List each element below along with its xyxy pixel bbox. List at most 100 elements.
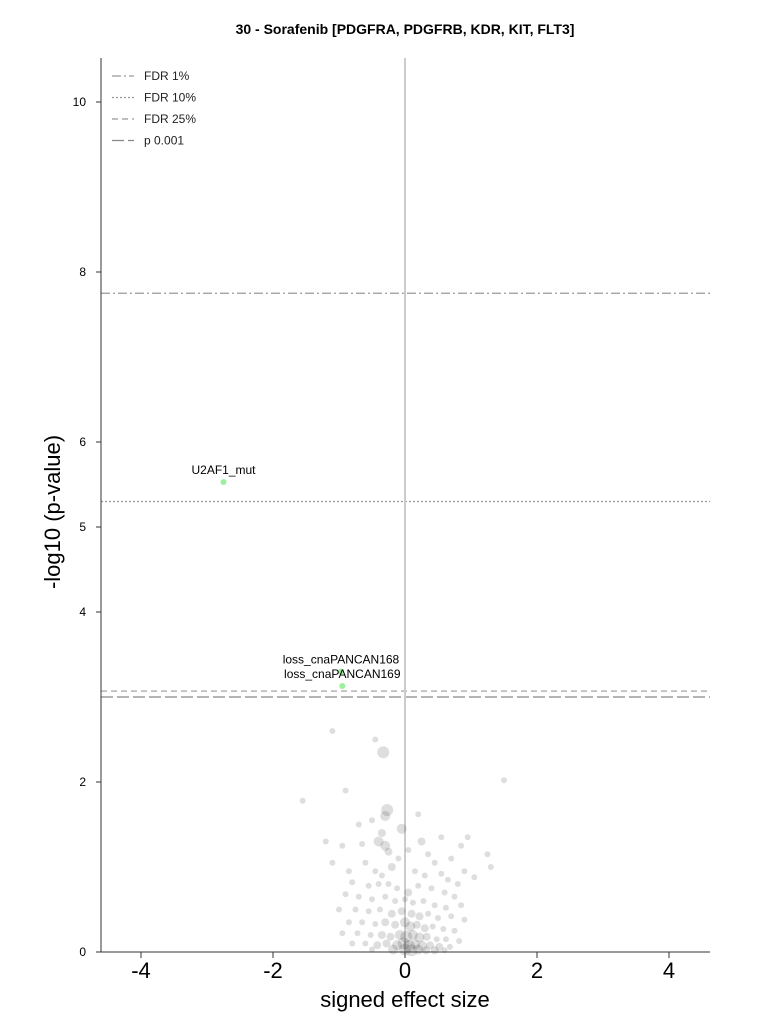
data-point (402, 896, 408, 903)
data-point (412, 920, 421, 929)
data-point (487, 864, 494, 870)
legend-label: FDR 10% (144, 91, 196, 105)
data-point (461, 916, 468, 923)
data-point (387, 909, 396, 918)
x-tick-label: 2 (531, 958, 543, 983)
data-point (373, 836, 384, 847)
data-point (458, 902, 465, 909)
data-point (422, 946, 431, 955)
data-point (407, 909, 416, 918)
data-point (385, 881, 392, 887)
data-point (369, 817, 375, 824)
data-point (417, 941, 428, 952)
x-tick-label: 0 (399, 958, 411, 983)
data-point (342, 787, 349, 794)
legend-label: FDR 1% (144, 69, 190, 83)
data-point (369, 896, 375, 903)
data-point (365, 882, 372, 889)
data-point (438, 834, 445, 841)
data-point (440, 926, 447, 933)
data-point (400, 917, 410, 928)
data-point (380, 811, 391, 821)
data-point (421, 872, 428, 879)
data-point (373, 941, 382, 950)
data-point (355, 893, 362, 900)
data-point (417, 837, 426, 846)
legend-label: p 0.001 (144, 134, 184, 148)
data-point (329, 859, 336, 866)
y-tick-label: 10 (73, 95, 87, 109)
data-point (426, 941, 435, 950)
highlighted-point (339, 682, 346, 689)
data-point (431, 859, 438, 866)
y-axis-label: -log10 (p-value) (40, 435, 65, 589)
y-tick-label: 6 (79, 435, 86, 449)
data-point (397, 907, 406, 916)
data-point (451, 927, 458, 934)
data-point (425, 851, 432, 858)
data-point (394, 930, 405, 940)
y-tick-label: 5 (79, 520, 86, 534)
y-tick-label: 8 (79, 265, 86, 279)
data-point (382, 939, 391, 948)
y-tick-label: 0 (79, 945, 86, 959)
data-point (355, 821, 362, 828)
data-point (415, 912, 424, 921)
data-point (415, 811, 422, 818)
y-tick-label: 2 (79, 775, 86, 789)
data-point (372, 736, 379, 743)
data-point (413, 944, 424, 955)
data-point (448, 913, 455, 920)
data-point (458, 842, 465, 849)
data-point (349, 879, 356, 886)
data-point (336, 906, 342, 913)
legend-label: FDR 25% (144, 112, 196, 126)
y-tick-label: 4 (79, 605, 86, 619)
data-point (402, 940, 415, 953)
data-point (456, 937, 463, 944)
highlighted-points-layer: U2AF1_mut loss_cnaPANCAN168loss_cnaPANCAN… (191, 463, 401, 689)
data-point (359, 919, 366, 926)
data-point (391, 920, 400, 929)
data-point (377, 746, 390, 759)
data-point (438, 870, 445, 877)
data-point (349, 940, 356, 947)
data-point (384, 847, 393, 856)
data-point (342, 891, 349, 898)
legend: FDR 1% FDR 10% FDR 25% p 0.001 (112, 69, 196, 148)
data-point (345, 919, 352, 926)
chart-title: 30 - Sorafenib [PDGFRA, PDGFRB, KDR, KIT… (236, 21, 575, 37)
data-point (454, 881, 461, 887)
data-point (375, 881, 382, 887)
data-point (377, 931, 386, 939)
points-layer (299, 728, 507, 957)
data-point (339, 842, 346, 849)
data-point (386, 932, 395, 941)
data-point (352, 906, 359, 913)
data-point (381, 918, 390, 927)
x-tick-label: -4 (131, 958, 151, 983)
point-annotation: loss_cnaPANCAN169 (284, 667, 401, 681)
data-point (446, 943, 453, 950)
data-point (388, 944, 399, 955)
data-point (377, 829, 386, 837)
data-point (372, 920, 379, 927)
data-point (444, 876, 451, 883)
x-tick-label: 4 (663, 958, 675, 983)
data-point (484, 851, 491, 858)
data-point (429, 923, 436, 930)
highlighted-point (337, 668, 344, 675)
data-point (329, 728, 336, 734)
data-point (404, 888, 413, 897)
data-point (428, 885, 435, 892)
data-point (381, 804, 394, 817)
data-point (387, 863, 396, 871)
data-point (411, 868, 418, 875)
data-point (422, 932, 431, 941)
data-point (354, 930, 361, 937)
data-point (448, 855, 455, 862)
highlighted-point (220, 478, 227, 485)
data-point (362, 859, 369, 866)
data-point (369, 946, 375, 953)
data-point (420, 898, 427, 904)
